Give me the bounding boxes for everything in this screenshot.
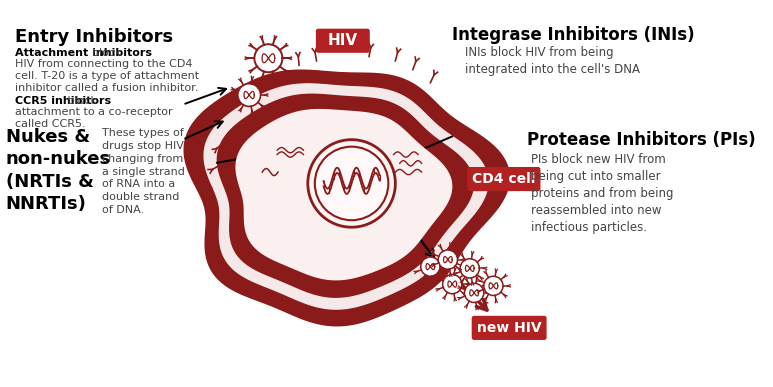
Text: CD4 cell: CD4 cell xyxy=(472,172,536,186)
Text: HIV: HIV xyxy=(328,33,358,48)
Text: new HIV: new HIV xyxy=(477,321,541,335)
FancyBboxPatch shape xyxy=(317,29,369,52)
Circle shape xyxy=(484,276,503,296)
Text: block
HIV from connecting to the CD4
cell. T-20 is a type of attachment
inhibito: block HIV from connecting to the CD4 cel… xyxy=(15,48,199,92)
Text: block
attachment to a co-receptor
called CCR5.: block attachment to a co-receptor called… xyxy=(15,96,172,129)
Polygon shape xyxy=(217,94,473,297)
Polygon shape xyxy=(204,84,488,309)
Text: PIs block new HIV from
being cut into smaller
proteins and from being
reassemble: PIs block new HIV from being cut into sm… xyxy=(531,153,673,234)
Circle shape xyxy=(438,250,458,269)
Text: CCR5 inhibitors: CCR5 inhibitors xyxy=(15,96,111,106)
Text: INIs block HIV from being
integrated into the cell's DNA: INIs block HIV from being integrated int… xyxy=(465,46,640,76)
FancyBboxPatch shape xyxy=(468,168,540,190)
Polygon shape xyxy=(236,110,451,280)
Circle shape xyxy=(315,147,388,220)
Text: Protease Inhibitors (PIs): Protease Inhibitors (PIs) xyxy=(526,131,755,149)
Text: Nukes &
non-nukes
(NRTIs &
NNRTIs): Nukes & non-nukes (NRTIs & NNRTIs) xyxy=(5,128,111,213)
Circle shape xyxy=(254,44,282,72)
Text: Integrase Inhibitors (INIs): Integrase Inhibitors (INIs) xyxy=(452,26,695,44)
Circle shape xyxy=(421,257,440,276)
Circle shape xyxy=(308,140,395,227)
Circle shape xyxy=(460,259,479,278)
Circle shape xyxy=(238,84,261,106)
FancyBboxPatch shape xyxy=(472,317,546,339)
Circle shape xyxy=(443,274,462,294)
Text: These types of
drugs stop HIV
changing from
a single strand
of RNA into a
double: These types of drugs stop HIV changing f… xyxy=(102,128,185,215)
Polygon shape xyxy=(184,70,509,326)
Circle shape xyxy=(465,283,484,303)
Text: Entry Inhibitors: Entry Inhibitors xyxy=(15,29,172,46)
Text: Attachment inhibitors: Attachment inhibitors xyxy=(15,48,152,58)
